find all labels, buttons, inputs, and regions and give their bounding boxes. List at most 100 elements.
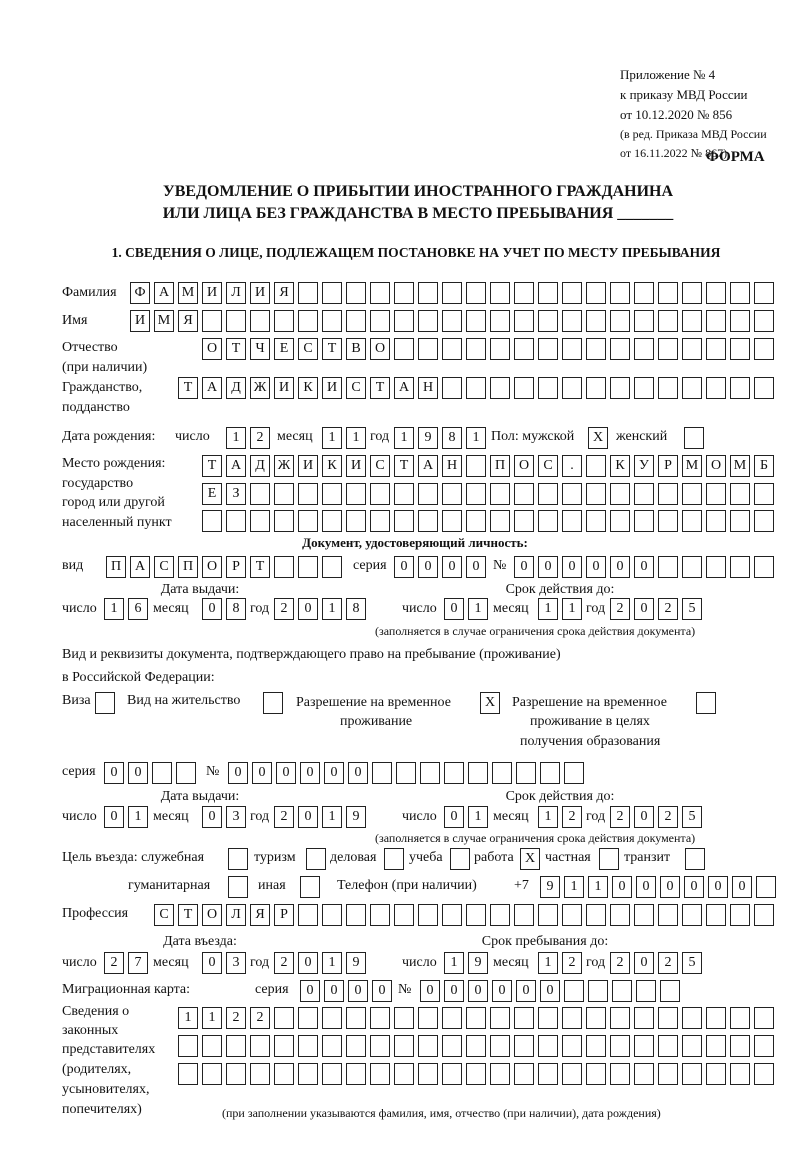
- char-cell[interactable]: [706, 310, 726, 332]
- char-cell[interactable]: Л: [226, 904, 246, 926]
- char-cell[interactable]: 0: [684, 876, 704, 898]
- char-cell[interactable]: [538, 377, 558, 399]
- char-cell[interactable]: Л: [226, 282, 246, 304]
- char-cell[interactable]: Т: [178, 377, 198, 399]
- char-cell[interactable]: 1: [226, 427, 246, 449]
- char-cell[interactable]: [538, 510, 558, 532]
- char-cell[interactable]: [152, 762, 172, 784]
- char-cell[interactable]: М: [730, 455, 750, 477]
- char-cell[interactable]: С: [346, 377, 366, 399]
- char-cell[interactable]: 7: [128, 952, 148, 974]
- char-cell[interactable]: [202, 510, 222, 532]
- char-cell[interactable]: О: [370, 338, 390, 360]
- char-cell[interactable]: 0: [104, 806, 124, 828]
- char-cell[interactable]: [442, 483, 462, 505]
- char-cell[interactable]: Ж: [274, 455, 294, 477]
- char-cell[interactable]: [706, 1063, 726, 1085]
- char-cell[interactable]: [514, 483, 534, 505]
- char-cell[interactable]: 2: [610, 598, 630, 620]
- char-cell[interactable]: 1: [538, 806, 558, 828]
- char-cell[interactable]: Т: [202, 455, 222, 477]
- char-cell[interactable]: И: [346, 455, 366, 477]
- char-cell[interactable]: [730, 1063, 750, 1085]
- char-cell[interactable]: [658, 483, 678, 505]
- char-cell[interactable]: 9: [346, 806, 366, 828]
- char-cell[interactable]: 1: [562, 598, 582, 620]
- char-cell[interactable]: [538, 1007, 558, 1029]
- char-cell[interactable]: Ч: [250, 338, 270, 360]
- char-cell[interactable]: О: [202, 904, 222, 926]
- char-cell[interactable]: [322, 1035, 342, 1057]
- char-cell[interactable]: З: [226, 483, 246, 505]
- char-cell[interactable]: [418, 510, 438, 532]
- char-cell[interactable]: К: [298, 377, 318, 399]
- char-cell[interactable]: 0: [276, 762, 296, 784]
- char-cell[interactable]: [730, 1035, 750, 1057]
- char-cell[interactable]: 0: [586, 556, 606, 578]
- char-cell[interactable]: .: [562, 455, 582, 477]
- char-cell[interactable]: [754, 1035, 774, 1057]
- char-cell[interactable]: 0: [634, 556, 654, 578]
- char-cell[interactable]: [586, 377, 606, 399]
- char-cell[interactable]: [564, 762, 584, 784]
- char-cell[interactable]: [634, 1063, 654, 1085]
- char-cell[interactable]: [370, 1035, 390, 1057]
- char-cell[interactable]: [586, 483, 606, 505]
- char-cell[interactable]: [442, 338, 462, 360]
- char-cell[interactable]: 8: [346, 598, 366, 620]
- char-cell[interactable]: 0: [492, 980, 512, 1002]
- char-cell[interactable]: [442, 1007, 462, 1029]
- char-cell[interactable]: [634, 510, 654, 532]
- char-cell[interactable]: 0: [634, 952, 654, 974]
- char-cell[interactable]: [538, 1035, 558, 1057]
- char-cell[interactable]: [612, 980, 632, 1002]
- char-cell[interactable]: [682, 1035, 702, 1057]
- char-cell[interactable]: 2: [274, 952, 294, 974]
- char-cell[interactable]: [634, 1035, 654, 1057]
- char-cell[interactable]: [682, 310, 702, 332]
- char-cell[interactable]: Р: [274, 904, 294, 926]
- char-cell[interactable]: 0: [418, 556, 438, 578]
- char-cell[interactable]: [226, 510, 246, 532]
- char-cell[interactable]: [394, 1063, 414, 1085]
- char-cell[interactable]: [538, 282, 558, 304]
- char-cell[interactable]: 1: [444, 952, 464, 974]
- char-cell[interactable]: 1: [322, 427, 342, 449]
- char-cell[interactable]: Я: [178, 310, 198, 332]
- char-cell[interactable]: [634, 904, 654, 926]
- char-cell[interactable]: [586, 1007, 606, 1029]
- char-cell[interactable]: 0: [348, 762, 368, 784]
- char-cell[interactable]: 0: [444, 598, 464, 620]
- char-cell[interactable]: [490, 377, 510, 399]
- char-cell[interactable]: Д: [226, 377, 246, 399]
- char-cell[interactable]: Я: [250, 904, 270, 926]
- char-cell[interactable]: [370, 310, 390, 332]
- char-cell[interactable]: 3: [226, 952, 246, 974]
- char-cell[interactable]: [396, 762, 416, 784]
- char-cell[interactable]: [586, 904, 606, 926]
- checkbox[interactable]: X: [520, 848, 540, 870]
- char-cell[interactable]: [418, 310, 438, 332]
- char-cell[interactable]: 0: [514, 556, 534, 578]
- char-cell[interactable]: [730, 510, 750, 532]
- char-cell[interactable]: Т: [370, 377, 390, 399]
- char-cell[interactable]: [658, 282, 678, 304]
- char-cell[interactable]: [490, 282, 510, 304]
- checkbox[interactable]: X: [480, 692, 500, 714]
- char-cell[interactable]: [202, 1035, 222, 1057]
- char-cell[interactable]: [610, 1007, 630, 1029]
- char-cell[interactable]: [610, 483, 630, 505]
- char-cell[interactable]: [658, 338, 678, 360]
- char-cell[interactable]: [466, 1035, 486, 1057]
- char-cell[interactable]: [682, 556, 702, 578]
- char-cell[interactable]: [442, 904, 462, 926]
- char-cell[interactable]: 0: [468, 980, 488, 1002]
- char-cell[interactable]: [562, 483, 582, 505]
- char-cell[interactable]: 0: [202, 952, 222, 974]
- char-cell[interactable]: [490, 338, 510, 360]
- char-cell[interactable]: [346, 282, 366, 304]
- char-cell[interactable]: [586, 1035, 606, 1057]
- char-cell[interactable]: [202, 310, 222, 332]
- char-cell[interactable]: 0: [104, 762, 124, 784]
- char-cell[interactable]: [370, 1007, 390, 1029]
